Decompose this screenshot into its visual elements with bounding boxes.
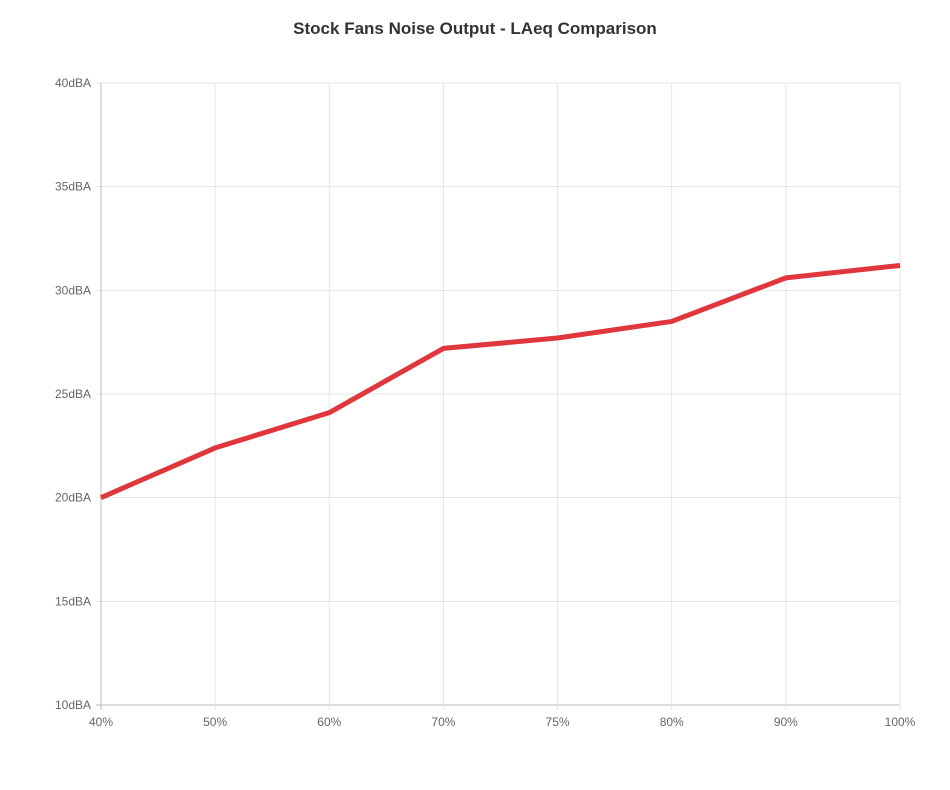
x-tick-label: 90% bbox=[774, 715, 798, 729]
x-tick-label: 50% bbox=[203, 715, 227, 729]
y-tick-label: 40dBA bbox=[55, 76, 91, 90]
x-tick-label: 60% bbox=[317, 715, 341, 729]
x-tick-label: 75% bbox=[546, 715, 570, 729]
y-tick-label: 30dBA bbox=[55, 283, 91, 297]
x-tick-label: 100% bbox=[885, 715, 916, 729]
x-tick-label: 40% bbox=[89, 715, 113, 729]
y-tick-label: 15dBA bbox=[55, 594, 91, 608]
y-tick-label: 10dBA bbox=[55, 698, 91, 712]
chart-title: Stock Fans Noise Output - LAeq Compariso… bbox=[293, 19, 657, 38]
series-line bbox=[100, 262, 901, 500]
x-tick-label: 70% bbox=[431, 715, 455, 729]
y-tick-label: 35dBA bbox=[55, 180, 91, 194]
y-tick-label: 25dBA bbox=[55, 387, 91, 401]
x-tick-label: 80% bbox=[660, 715, 684, 729]
y-tick-label: 20dBA bbox=[55, 491, 91, 505]
